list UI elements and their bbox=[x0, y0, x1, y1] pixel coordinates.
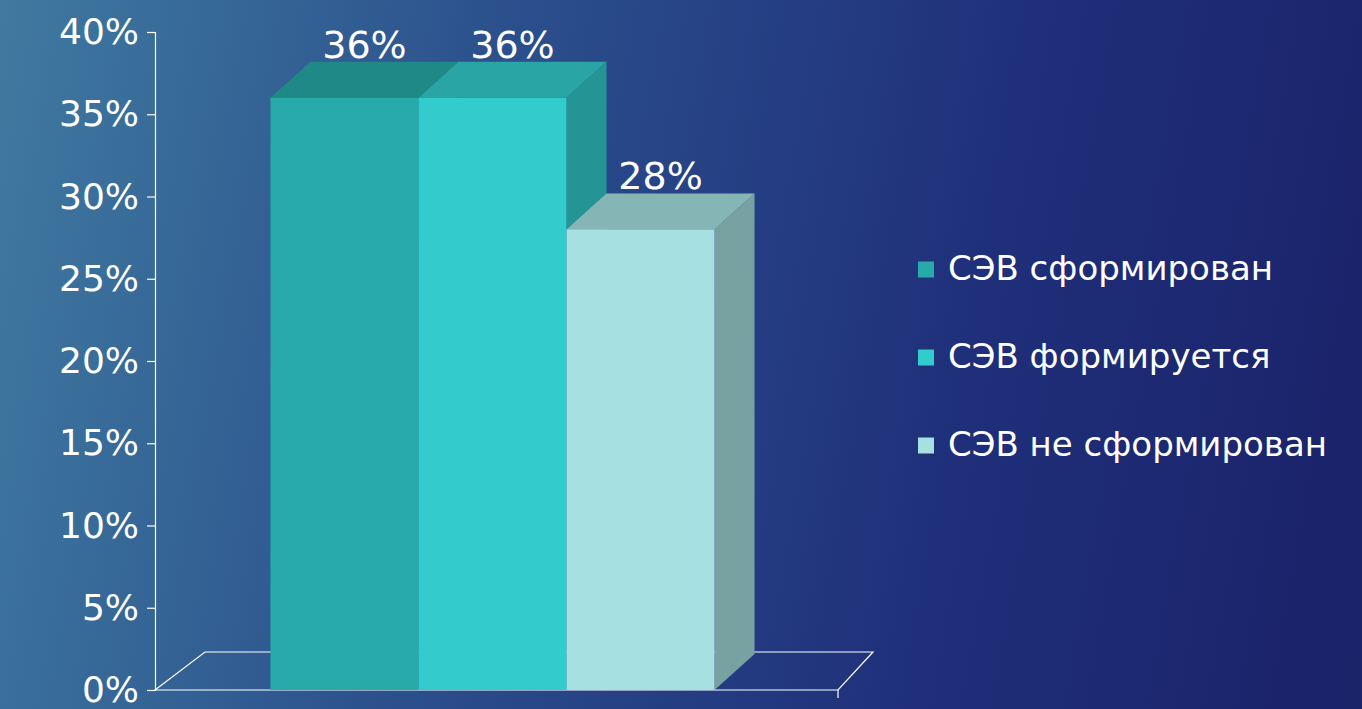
legend-item: СЭВ сформирован bbox=[918, 248, 1273, 288]
legend-label: СЭВ не сформирован bbox=[948, 424, 1327, 464]
bar-side bbox=[715, 193, 755, 690]
legend-item: СЭВ не сформирован bbox=[918, 424, 1327, 464]
y-tick-label: 20% bbox=[59, 340, 139, 381]
floor-tick bbox=[837, 690, 838, 698]
bar-top bbox=[567, 193, 755, 229]
y-tick-mark bbox=[147, 525, 155, 526]
bar bbox=[418, 98, 566, 690]
y-tick-mark bbox=[147, 196, 155, 197]
legend-label: СЭВ формируется bbox=[948, 336, 1270, 376]
legend-swatch bbox=[918, 438, 934, 454]
y-tick: 25% bbox=[59, 258, 155, 299]
y-tick: 35% bbox=[59, 93, 155, 134]
y-tick-mark bbox=[147, 32, 155, 33]
legend: СЭВ сформирован СЭВ формируется СЭВ не сфо… bbox=[918, 248, 1327, 464]
chart: 0% 5% 10% 15% 20% 25% 30% 35% 40% 36% 36% 28% СЭВ сф… bbox=[0, 0, 1362, 709]
bar bbox=[567, 229, 715, 690]
y-tick: 5% bbox=[82, 587, 155, 628]
legend-swatch bbox=[918, 350, 934, 366]
y-tick-label: 10% bbox=[59, 505, 139, 546]
y-tick-mark bbox=[147, 690, 155, 691]
y-axis: 0% 5% 10% 15% 20% 25% 30% 35% 40% bbox=[59, 11, 156, 709]
y-tick: 30% bbox=[59, 176, 155, 217]
y-tick: 40% bbox=[59, 11, 155, 52]
y-tick-label: 40% bbox=[59, 11, 139, 52]
data-label: 36% bbox=[322, 23, 406, 67]
y-tick-label: 30% bbox=[59, 176, 139, 217]
y-tick-mark bbox=[147, 361, 155, 362]
legend-label-line: СЭВ формируется bbox=[948, 336, 1270, 376]
data-labels: 36% 36% 28% bbox=[322, 23, 703, 199]
y-axis-line bbox=[147, 33, 156, 691]
legend-swatch bbox=[918, 262, 934, 278]
y-tick-label: 0% bbox=[82, 669, 139, 709]
legend-label-line: СЭВ сформирован bbox=[948, 248, 1273, 288]
bars bbox=[270, 62, 754, 690]
y-tick-label: 5% bbox=[82, 587, 139, 628]
y-tick-label: 15% bbox=[59, 422, 139, 463]
y-tick-mark bbox=[147, 114, 155, 115]
data-label: 28% bbox=[618, 154, 702, 198]
y-tick-label: 35% bbox=[59, 93, 139, 134]
bar bbox=[270, 98, 418, 690]
legend-label: СЭВ сформирован bbox=[948, 248, 1273, 288]
data-label: 36% bbox=[470, 23, 554, 67]
y-tick-mark bbox=[147, 608, 155, 609]
y-tick-mark bbox=[147, 443, 155, 444]
legend-label-line: СЭВ не сформирован bbox=[948, 424, 1327, 464]
y-tick: 15% bbox=[59, 422, 155, 463]
y-tick: 10% bbox=[59, 505, 155, 546]
y-tick: 20% bbox=[59, 340, 155, 381]
bar-top bbox=[418, 62, 606, 98]
bar-3d bbox=[567, 193, 755, 690]
y-tick-label: 25% bbox=[59, 258, 139, 299]
y-tick-mark bbox=[147, 279, 155, 280]
y-tick: 0% bbox=[82, 669, 155, 709]
legend-item: СЭВ формируется bbox=[918, 336, 1270, 376]
